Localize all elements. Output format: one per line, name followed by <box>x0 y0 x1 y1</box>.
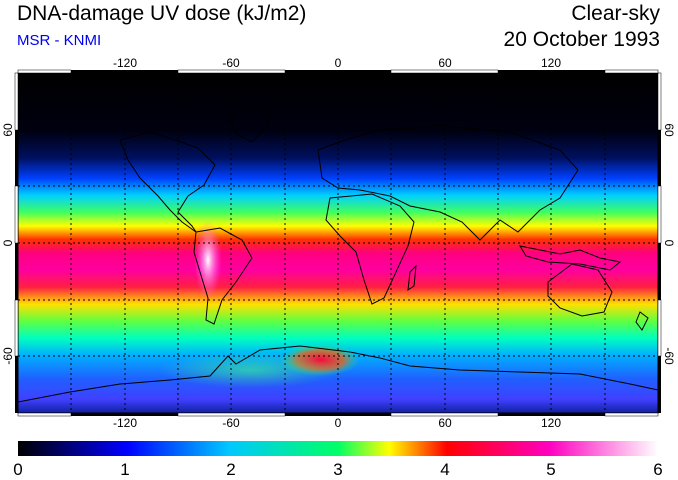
indonesia-coast <box>518 245 622 271</box>
sky-condition-label: Clear-sky <box>571 2 660 25</box>
lon-tick-bottom: -60 <box>222 416 240 430</box>
north-america-coast <box>119 131 216 233</box>
colorbar-label: 5 <box>546 460 555 479</box>
madagascar-coast <box>407 264 417 292</box>
lon-tick-top: -60 <box>222 56 240 70</box>
lat-tick-left: 60 <box>1 123 15 137</box>
lat-tick-right: -60 <box>662 347 676 365</box>
australia-coast <box>547 263 613 317</box>
source-label: MSR - KNMI <box>17 32 102 49</box>
lat-tick-right: 60 <box>662 123 676 137</box>
graticule <box>18 73 658 413</box>
date-label: 20 October 1993 <box>503 28 660 51</box>
lon-tick-bottom: 120 <box>541 416 561 430</box>
lat-tick-right: 0 <box>662 240 676 247</box>
lon-tick-top: 60 <box>438 56 452 70</box>
colorbar-label: 6 <box>653 460 662 479</box>
colorbar-label: 3 <box>333 460 342 479</box>
andes-high-dose-area <box>194 220 222 300</box>
colorbar-label: 2 <box>226 460 235 479</box>
new-zealand-coast <box>635 311 649 331</box>
map-title: DNA-damage UV dose (kJ/m2) <box>17 2 307 25</box>
map-border-scale <box>14 69 662 417</box>
lon-tick-top: 120 <box>541 56 561 70</box>
colorbar-label: 1 <box>120 460 129 479</box>
south-america-coast <box>193 227 253 325</box>
lon-tick-bottom: 0 <box>335 416 342 430</box>
uv-field <box>18 73 658 413</box>
lat-tick-left: 0 <box>1 239 15 246</box>
eurasia-coast <box>317 125 579 241</box>
lat-tick-left: -60 <box>1 347 15 365</box>
lon-tick-bottom: -120 <box>113 416 137 430</box>
antarctica-coast <box>18 345 658 403</box>
lon-tick-top: -120 <box>113 56 137 70</box>
colorbar-label: 4 <box>440 460 449 479</box>
lon-tick-bottom: 60 <box>438 416 452 430</box>
coastlines <box>18 107 658 403</box>
antarctic-dose-band <box>160 352 340 388</box>
lon-tick-top: 0 <box>335 56 342 70</box>
africa-coast <box>325 193 415 305</box>
colorbar-label: 0 <box>13 460 22 479</box>
colorbar <box>18 441 658 456</box>
